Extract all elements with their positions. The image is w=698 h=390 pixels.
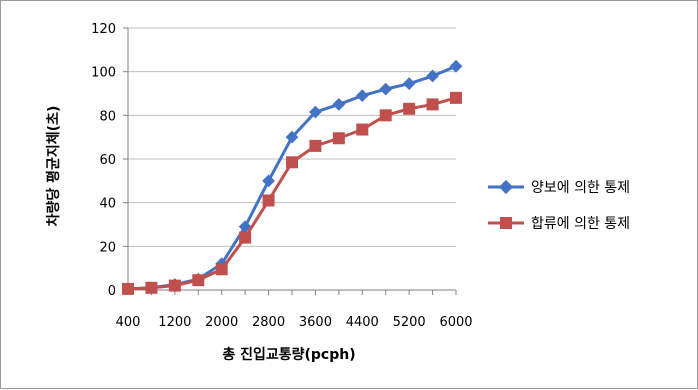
y-tick-label: 0 — [108, 284, 116, 299]
data-point-square — [356, 123, 369, 136]
legend-marker-square — [500, 217, 512, 229]
series-line-1 — [127, 64, 457, 291]
x-tick-labels: 400 1200 2000 2800 3600 4400 5200 6000 — [116, 315, 473, 330]
legend: 양보에 의한 통제 합류에 의한 통제 — [488, 179, 630, 232]
data-point-diamond — [285, 130, 299, 144]
series-group — [121, 59, 463, 296]
legend-marker-diamond — [498, 179, 514, 195]
data-point-square — [145, 281, 158, 294]
series-1 — [121, 59, 463, 296]
data-point-square — [450, 91, 462, 104]
x-tick-label: 1200 — [158, 315, 191, 330]
data-point-square — [215, 263, 228, 276]
x-tick-label: 400 — [116, 315, 141, 330]
series-line-2 — [127, 96, 457, 291]
x-axis-title: 총 진입교통량(pcph) — [222, 346, 355, 363]
data-point-square — [122, 282, 134, 295]
y-tick-label: 80 — [99, 109, 116, 124]
x-tick-label: 6000 — [439, 315, 472, 330]
x-tick-label: 2800 — [252, 315, 285, 330]
legend-label-series-2: 합류에 의한 통제 — [531, 216, 630, 232]
data-point-diamond — [262, 174, 275, 188]
y-tick-label: 40 — [99, 197, 116, 212]
data-point-diamond — [332, 98, 346, 111]
series-2 — [122, 91, 462, 295]
data-point-square — [426, 98, 439, 111]
data-point-square — [332, 132, 345, 145]
data-point-diamond — [355, 89, 369, 103]
x-tick-label: 5200 — [393, 315, 426, 330]
legend-item-series-2: 합류에 의한 통제 — [488, 216, 630, 232]
data-point-square — [239, 231, 252, 244]
x-tick-label: 2000 — [205, 315, 238, 330]
data-point-square — [192, 274, 205, 287]
y-axis-title: 차량당 평균지체(초) — [45, 106, 62, 227]
data-point-square — [379, 109, 392, 122]
data-point-diamond — [309, 105, 322, 119]
legend-label-series-1: 양보에 의한 통제 — [531, 180, 630, 196]
y-tick-label: 100 — [91, 66, 116, 81]
data-point-square — [286, 156, 298, 169]
y-tick-labels: 0 20 40 60 80 100 120 — [91, 22, 116, 299]
gridlines — [123, 27, 457, 295]
y-tick-label: 60 — [99, 153, 116, 168]
y-tick-label: 20 — [99, 240, 116, 255]
data-point-square — [168, 279, 181, 292]
data-point-diamond — [449, 59, 463, 73]
x-tick-label: 4400 — [346, 315, 379, 330]
data-point-diamond — [379, 82, 393, 96]
x-tick-label: 3600 — [299, 315, 332, 330]
data-point-diamond — [426, 69, 439, 83]
data-point-square — [309, 139, 322, 152]
y-tick-label: 120 — [91, 22, 116, 37]
data-point-square — [262, 194, 275, 207]
data-point-square — [403, 102, 416, 115]
legend-item-series-1: 양보에 의한 통제 — [488, 179, 630, 196]
data-point-diamond — [402, 77, 416, 91]
